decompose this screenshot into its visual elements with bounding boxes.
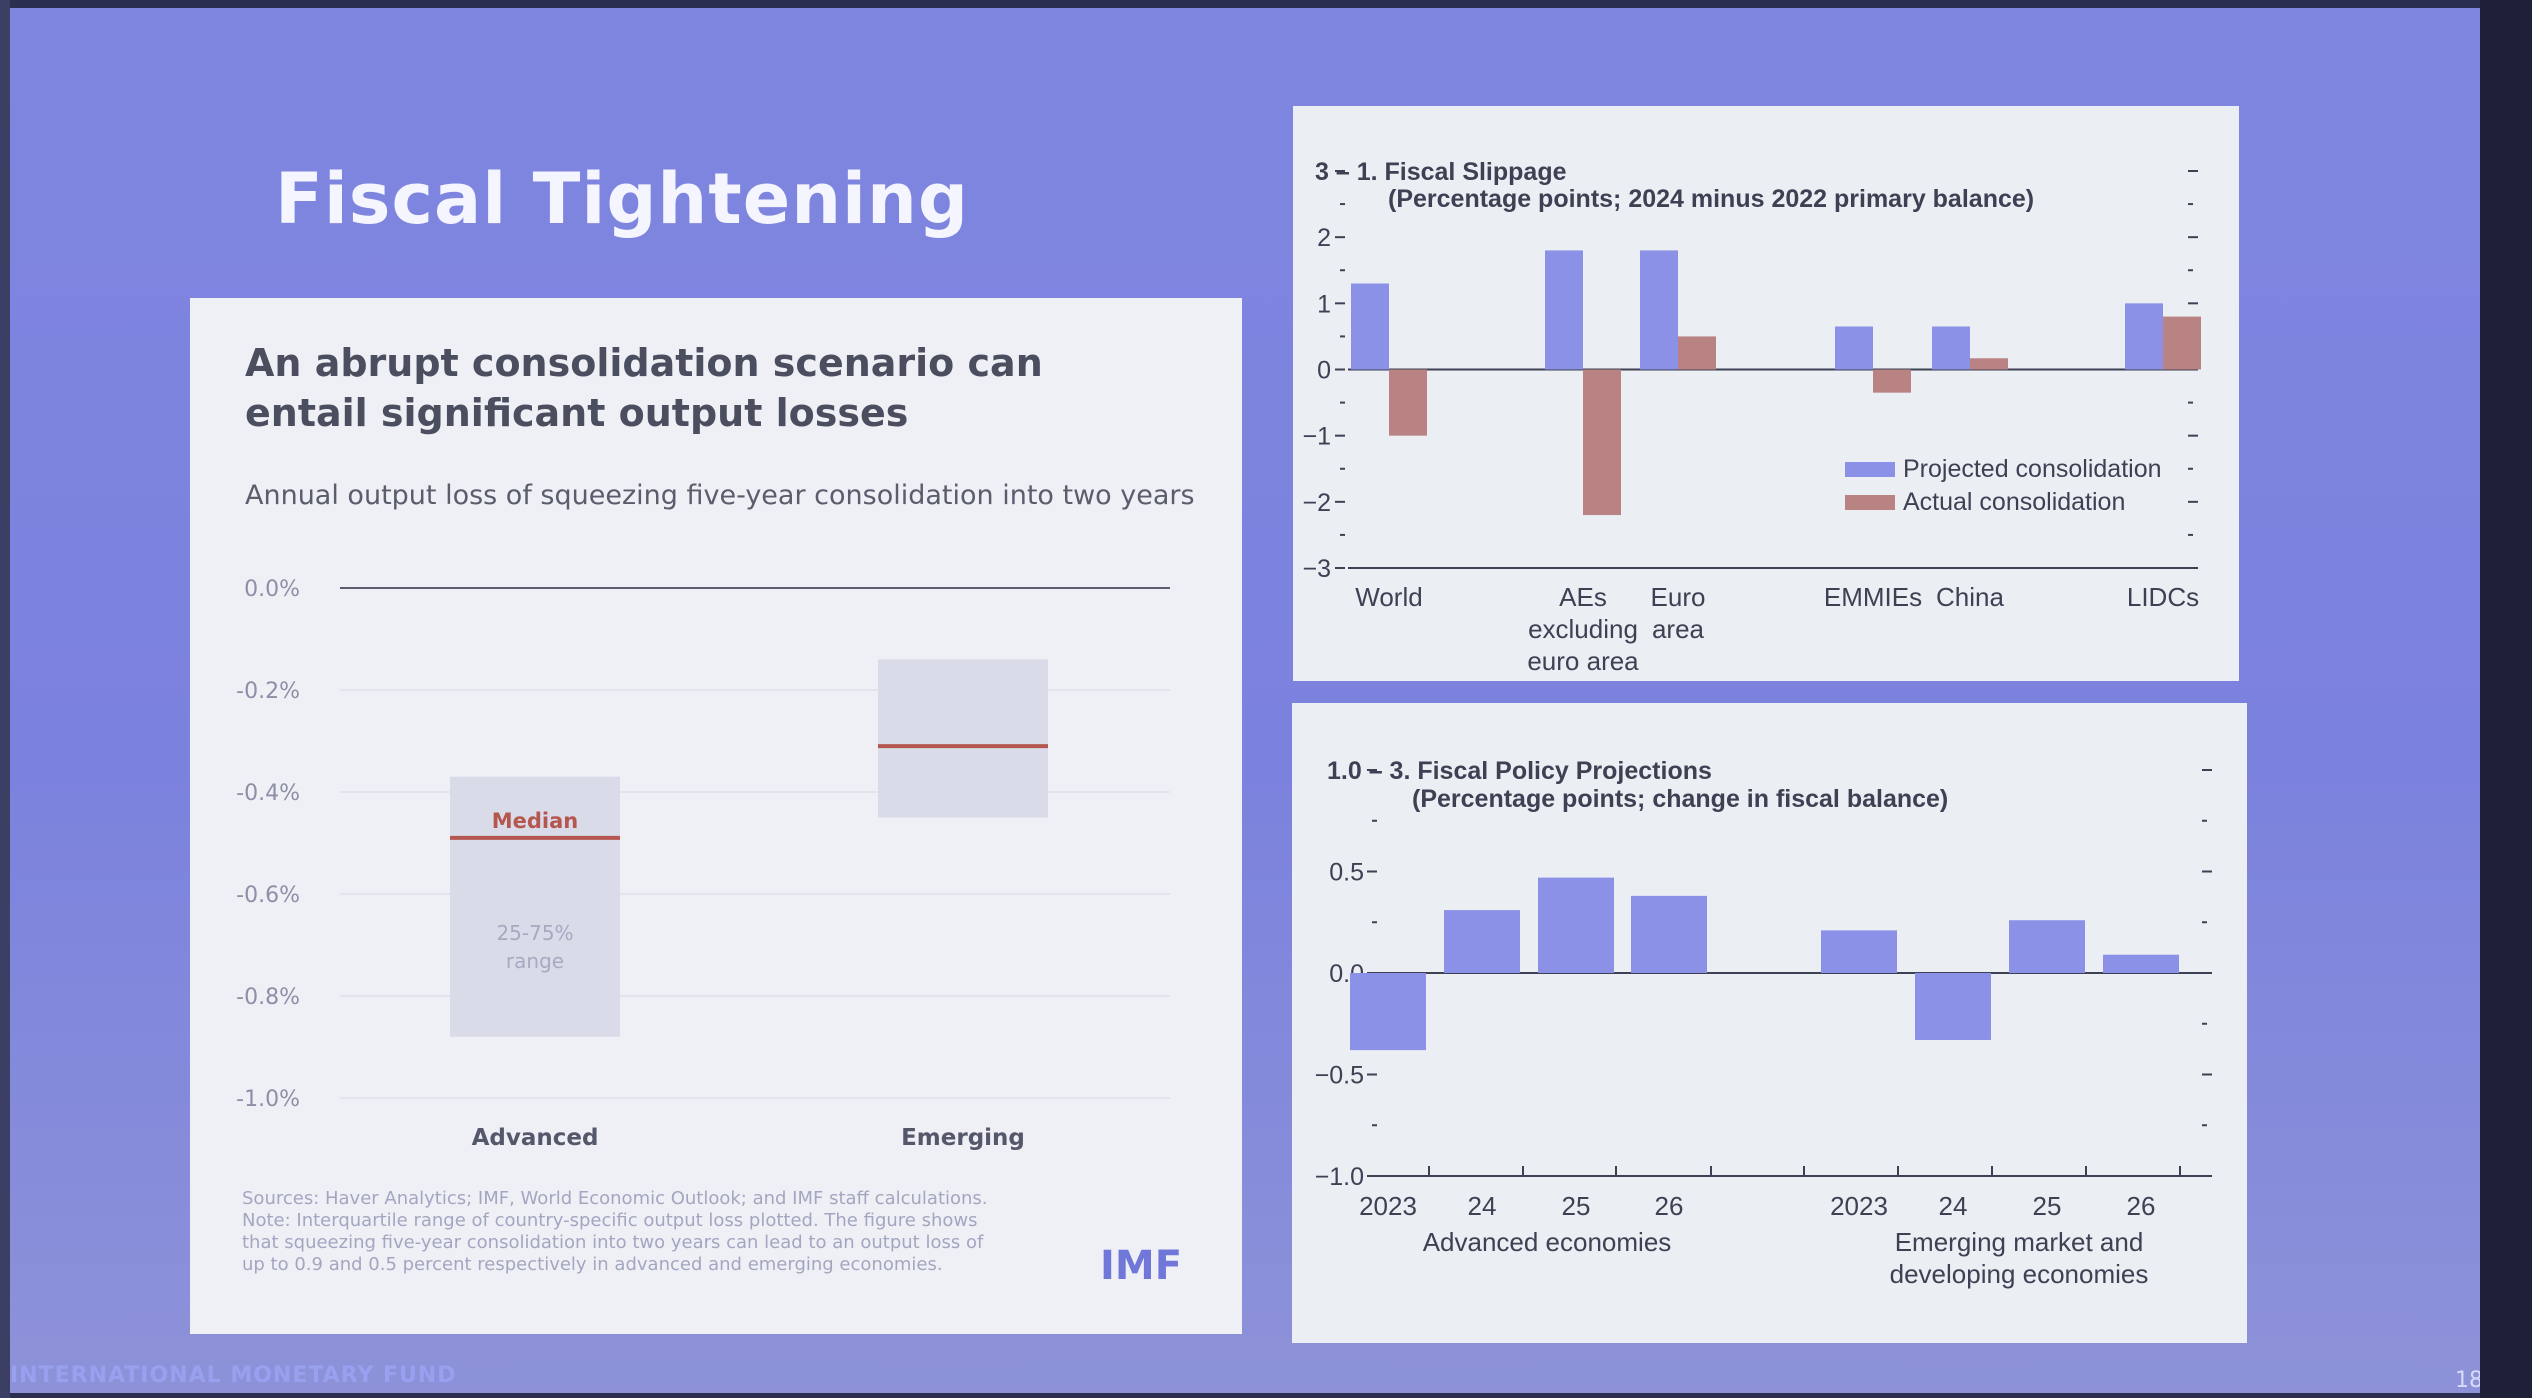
projection-bar [1538,877,1614,973]
legend-swatch-actual [1845,495,1895,510]
category-label: China [1936,582,2004,612]
chart-subtitle: (Percentage points; change in fiscal bal… [1412,785,1948,813]
x-tick-label: 26 [1655,1191,1684,1221]
projected-bar [1640,250,1678,370]
output-loss-subtitle: Annual output loss of squeezing five-yea… [245,480,1195,511]
x-tick-label: 2023 [1359,1191,1417,1221]
output-loss-panel: An abrupt consolidation scenario can ent… [190,298,1242,1334]
actual-bar [1583,369,1621,516]
chart-subtitle: (Percentage points; 2024 minus 2022 prim… [1388,185,2034,213]
category-label: euro area [1527,646,1639,676]
chart-title: 3 – 1. Fiscal Slippage [1315,158,1567,186]
y-tick-label: -1.0% [236,1087,300,1112]
slide-title: Fiscal Tightening [275,158,969,240]
x-tick-label: 2023 [1830,1191,1888,1221]
group-label: Emerging market and [1895,1227,2144,1257]
group-label: developing economies [1890,1259,2149,1289]
y-tick-label: −2 [1302,489,1331,517]
y-tick-label: -0.6% [236,883,300,908]
y-tick-label: −0.5 [1315,1062,1364,1090]
y-tick-label: -0.4% [236,781,300,806]
note-line: that squeezing five-year consolidation i… [242,1232,984,1253]
note-line: up to 0.9 and 0.5 percent respectively i… [242,1254,943,1275]
x-tick-label: 24 [1468,1191,1497,1221]
category-label: EMMIEs [1824,582,1922,612]
projection-bar [2009,920,2085,973]
actual-bar [1970,358,2008,370]
note-line: Note: Interquartile range of country-spe… [242,1210,978,1231]
range-label: range [506,949,564,973]
output-loss-chart: 0.0% -0.2% -0.4% -0.6% -0.8% -1.0% Advanced Eme… [236,577,1170,1151]
projected-bar [1932,326,1970,370]
page-number: 18 [2455,1368,2480,1393]
y-tick-label: −1 [1302,423,1331,451]
range-label: 25-75% [496,921,573,945]
y-tick-label: 0.0% [244,577,300,602]
range-box [450,776,620,1037]
y-tick-label: 0 [1317,357,1331,385]
title-line-2: entail significant output losses [245,391,909,435]
y-tick-label: 0.5 [1329,859,1364,887]
group-label: Advanced economies [1423,1227,1672,1257]
y-tick-label: −3 [1302,555,1331,583]
actual-bar [2163,316,2201,370]
y-tick-label: 2 [1317,224,1331,252]
output-loss-title: An abrupt consolidation scenario can ent… [245,338,1145,438]
projection-bar [1821,930,1897,973]
fiscal-policy-chart: 0.50.0−0.5−1.01.0 – 3. Fiscal Policy Pro… [1315,757,2212,1289]
category-label: Euro [1651,582,1706,612]
y-tick-label: -0.8% [236,985,300,1010]
projection-bar [1631,895,1707,973]
legend-label: Actual consolidation [1903,488,2125,516]
projection-bar [1915,973,1991,1040]
legend-label: Projected consolidation [1903,455,2162,483]
title-line-1: An abrupt consolidation scenario can [245,341,1043,385]
category-label: LIDCs [2127,582,2199,612]
projection-bar [2103,954,2179,973]
y-tick-label: 1 [1317,290,1331,318]
footer-organization: INTERNATIONAL MONETARY FUND [10,1363,457,1388]
y-tick-label: -0.2% [236,679,300,704]
fiscal-slippage-chart: 2 1 0 −1 −2 −3 3 – 1. Fiscal Slippage(Percenta… [1302,158,2201,676]
x-tick-label: 25 [2033,1191,2062,1221]
x-tick-label: 24 [1939,1191,1968,1221]
category-label: World [1355,582,1422,612]
range-box [878,659,1048,818]
fiscal-policy-panel: 0.5 0.0 −0.5 −1.0 1.0 – 3. Fiscal Policy Pro… [1292,703,2247,1343]
imf-logo: IMF [1100,1243,1183,1289]
projected-bar [1351,283,1389,370]
projected-bar [1835,326,1873,370]
actual-bar [1678,336,1716,370]
x-tick-label: 25 [1562,1191,1591,1221]
legend-swatch-projected [1845,462,1895,477]
y-tick-label: −1.0 [1315,1163,1364,1191]
sources-line: Sources: Haver Analytics; IMF, World Eco… [242,1188,988,1209]
actual-bar [1873,369,1911,393]
median-label: Median [492,809,579,833]
projected-bar [1545,250,1583,370]
actual-bar [1389,369,1427,436]
category-label: area [1652,614,1705,644]
projector-left-edge [0,0,10,1398]
fiscal-slippage-panel: 2 1 0 −1 −2 −3 3 – 1. Fiscal Slippage (Percenta… [1293,106,2239,681]
projected-bar [2125,303,2163,370]
x-tick-label: 26 [2127,1191,2156,1221]
category-label: AEs [1559,582,1607,612]
sources-note: Sources: Haver Analytics; IMF, World Eco… [242,1188,1072,1276]
chart-title: 1.0 – 3. Fiscal Policy Projections [1327,757,1712,785]
projection-bar [1350,973,1426,1051]
projector-right-edge [2480,0,2532,1398]
category-label: Advanced [472,1125,599,1151]
slide: Fiscal Tightening An abrupt consolidatio… [10,8,2480,1393]
category-label: excluding [1528,614,1638,644]
projection-bar [1444,910,1520,973]
category-label: Emerging [901,1125,1025,1151]
